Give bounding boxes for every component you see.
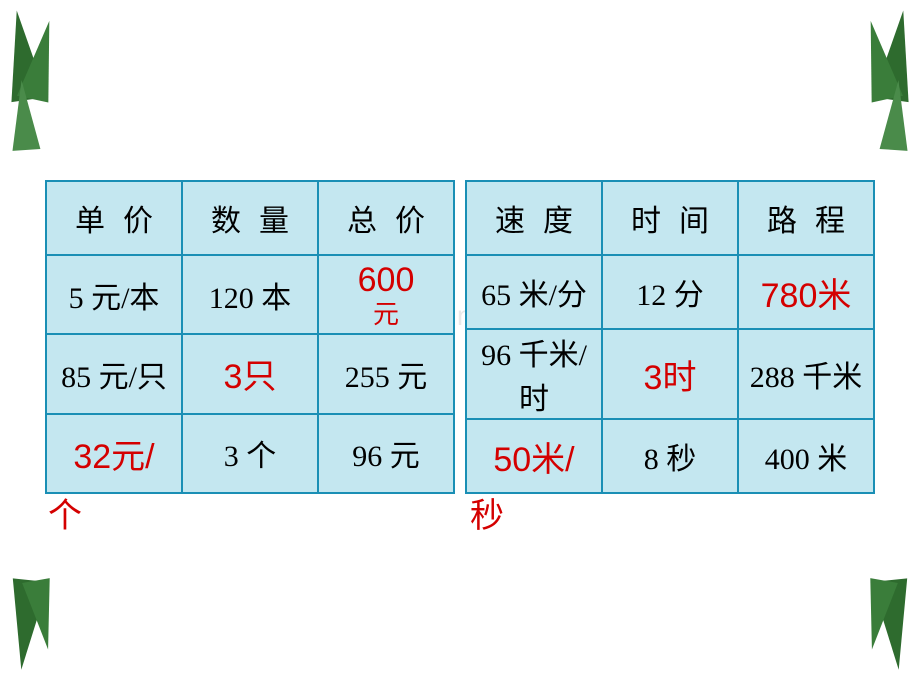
answer-value: 3时	[644, 359, 697, 397]
speed-table: 速度 时间 路程 65 米/分 12 分 780米 96 千米/时 3时 288…	[465, 180, 875, 494]
price-table: 单价 数量 总价 5 元/本 120 本 600 元 85 元/只 3只 255…	[45, 180, 455, 494]
answer-value: 600	[358, 263, 415, 299]
cell: 3时	[602, 329, 738, 419]
tables-container: 单价 数量 总价 5 元/本 120 本 600 元 85 元/只 3只 255…	[45, 180, 875, 494]
table-row: 5 元/本 120 本 600 元	[46, 255, 454, 334]
cell: 12 分	[602, 255, 738, 329]
cell: 400 米	[738, 419, 874, 493]
header-unit-price: 单价	[46, 181, 182, 255]
cell: 780米	[738, 255, 874, 329]
table-row: 96 千米/时 3时 288 千米	[466, 329, 874, 419]
cell: 65 米/分	[466, 255, 602, 329]
cell: 32元/	[46, 414, 182, 493]
answer-value: 3只	[224, 358, 277, 396]
header-distance: 路程	[738, 181, 874, 255]
table-row: 85 元/只 3只 255 元	[46, 334, 454, 413]
answer-value: 50米/	[493, 441, 574, 479]
header-total: 总价	[318, 181, 454, 255]
cell-text: 255 元	[345, 361, 428, 394]
cell: 96 元	[318, 414, 454, 493]
table-row: 65 米/分 12 分 780米	[466, 255, 874, 329]
answer-value: 32元/	[73, 438, 154, 476]
table-row: 32元/ 3 个 96 元	[46, 414, 454, 493]
table-row: 50米/ 8 秒 400 米	[466, 419, 874, 493]
cell: 3只	[182, 334, 318, 413]
cell: 600 元	[318, 255, 454, 334]
cell: 5 元/本	[46, 255, 182, 334]
cell: 288 千米	[738, 329, 874, 419]
header-speed: 速度	[466, 181, 602, 255]
overflow-unit-right: 秒	[470, 488, 504, 537]
answer-value: 780米	[761, 277, 852, 315]
cell: 255 元	[318, 334, 454, 413]
cell: 3 个	[182, 414, 318, 493]
overflow-unit-left: 个	[48, 488, 82, 537]
answer-unit: 元	[373, 301, 399, 328]
cell: 8 秒	[602, 419, 738, 493]
table-header-row: 单价 数量 总价	[46, 181, 454, 255]
cell: 85 元/只	[46, 334, 182, 413]
header-quantity: 数量	[182, 181, 318, 255]
header-time: 时间	[602, 181, 738, 255]
cell: 96 千米/时	[466, 329, 602, 419]
table-header-row: 速度 时间 路程	[466, 181, 874, 255]
cell: 120 本	[182, 255, 318, 334]
cell: 50米/	[466, 419, 602, 493]
